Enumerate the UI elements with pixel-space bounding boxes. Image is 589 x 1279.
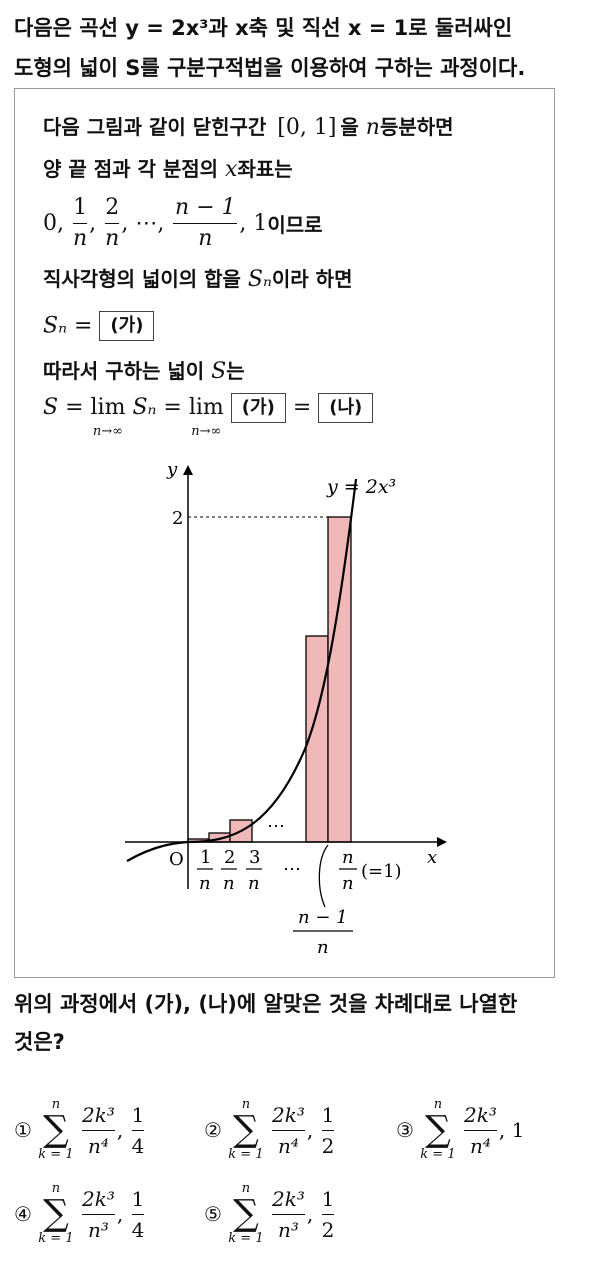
x-tick-1-num: 1 [200, 847, 211, 868]
nm1-tick-num: n − 1 [298, 907, 348, 928]
blank-ga-2: (가) [230, 393, 286, 423]
therefore-text: 이므로 [267, 213, 323, 237]
blank-ga: (가) [99, 311, 155, 341]
last-tick-num: n [342, 847, 354, 868]
y-axis-label: y [166, 459, 178, 480]
y-axis-arrow [183, 465, 193, 475]
var-sn: Sₙ [247, 267, 272, 292]
dots-lower: ⋯ [283, 859, 301, 880]
coords-text: 좌표는 [237, 157, 293, 181]
box-line-6: 따라서 구하는 넓이 S는 [43, 355, 245, 384]
y-tick-2: 2 [172, 508, 183, 529]
sub-question: 위의 과정에서 (가), (나)에 알맞은 것을 차례대로 나열한 것은? [14, 985, 517, 1061]
zero-value: 0, [43, 211, 64, 236]
limit-2: lim n→∞ [188, 395, 224, 439]
bar-n [327, 516, 352, 843]
x-tick-2-den: n [223, 873, 235, 894]
blank-na: (나) [318, 393, 374, 423]
sigma-1: n ∑ k = 1 [38, 1097, 74, 1162]
question-text: 다음은 곡선 y = 2x³과 x축 및 직선 x = 1로 둘러싸인 도형의 … [14, 8, 574, 88]
endpoints-text: 양 끝 점과 각 분점의 [43, 157, 219, 181]
origin-label: O [169, 849, 184, 870]
s-equals: S = [43, 395, 84, 420]
particle-text: 을 [340, 115, 359, 139]
option-3[interactable]: ③ n ∑ k = 1 2k³ n⁴, 1 [396, 1097, 525, 1162]
curve-label: y = 2x³ [326, 476, 396, 498]
area-text: 따라서 구하는 넓이 [43, 359, 205, 383]
x-tick-2-num: 2 [224, 847, 235, 868]
call-text: 이라 하면 [271, 267, 353, 291]
divide-text: 등분하면 [379, 115, 454, 139]
ellipsis: , ⋯, [121, 211, 165, 236]
box-line-5: Sₙ = (가) [43, 311, 155, 341]
sigma-5: n ∑ k = 1 [228, 1181, 264, 1246]
x-axis-arrow [437, 837, 447, 847]
riemann-sum-figure: y y = 2x³ 2 ⋯ O x 1 n 2 n 3 n ⋯ n n (=1)… [125, 459, 447, 958]
x-axis-label: x [427, 847, 437, 868]
interval-value: [0, 1] [277, 115, 337, 140]
last-tick-note: (=1) [361, 861, 402, 882]
equals-sign: = [292, 395, 312, 420]
box-line-7: S = lim n→∞ Sₙ = lim n→∞ (가) = (나) [43, 393, 374, 439]
sigma-2: n ∑ k = 1 [228, 1097, 264, 1162]
interval-text: 다음 그림과 같이 닫힌구간 [43, 115, 267, 139]
var-s: S [211, 359, 227, 384]
var-x: x [225, 157, 238, 182]
nm1-tick-den: n [317, 937, 329, 958]
question-line-2: 도형의 넓이 S를 구분구적법을 이용하여 구하는 과정이다. [14, 56, 526, 80]
sn-equals-2: Sₙ = [132, 395, 182, 420]
x-tick-3-num: 3 [249, 847, 260, 868]
box-line-1: 다음 그림과 같이 닫힌구간 [0, 1] 을 n등분하면 [43, 111, 454, 140]
cubic-curve [126, 478, 358, 862]
box-line-4: 직사각형의 넓이의 합을 Sₙ이라 하면 [43, 263, 352, 292]
sub-question-line-2: 것은? [14, 1030, 65, 1054]
var-n: n [365, 115, 380, 140]
sub-question-line-1: 위의 과정에서 (가), (나)에 알맞은 것을 차례대로 나열한 [14, 992, 518, 1016]
question-line-1: 다음은 곡선 y = 2x³과 x축 및 직선 x = 1로 둘러싸인 [14, 16, 513, 40]
leader-line [318, 844, 329, 908]
dots-upper: ⋯ [267, 816, 285, 837]
limit-1: lim n→∞ [90, 395, 126, 439]
topic-text: 는 [226, 359, 245, 383]
box-line-2: 양 끝 점과 각 분점의 x좌표는 [43, 153, 293, 182]
last-tick-den: n [342, 873, 354, 894]
x-tick-1-den: n [199, 873, 211, 894]
x-tick-3-den: n [248, 873, 260, 894]
sigma-4: n ∑ k = 1 [38, 1181, 74, 1246]
sn-equals: Sₙ = [43, 313, 93, 339]
process-box: 다음 그림과 같이 닫힌구간 [0, 1] 을 n등분하면 양 끝 점과 각 분점… [14, 88, 555, 978]
one-value: 1 [253, 211, 268, 236]
sigma-3: n ∑ k = 1 [420, 1097, 456, 1162]
rect-sum-text: 직사각형의 넓이의 합을 [43, 267, 241, 291]
